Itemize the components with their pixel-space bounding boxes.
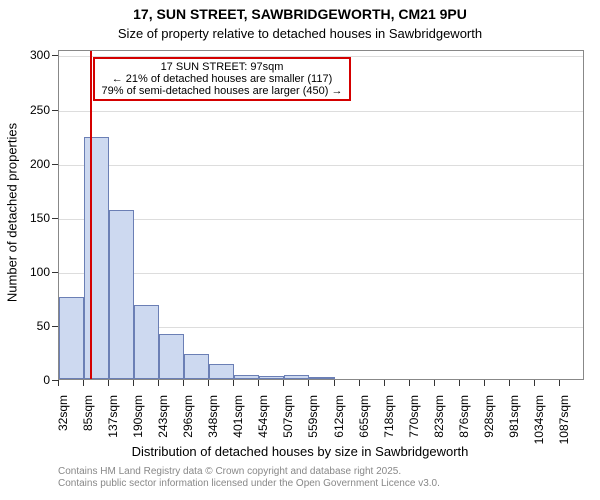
plot-area: 17 SUN STREET: 97sqm← 21% of detached ho… bbox=[58, 50, 584, 380]
property-marker-line bbox=[90, 51, 92, 379]
x-tick bbox=[108, 380, 109, 386]
x-tick bbox=[359, 380, 360, 386]
bar bbox=[209, 364, 234, 379]
gridline bbox=[59, 165, 583, 166]
y-tick-label: 200 bbox=[10, 157, 50, 171]
x-tick-label: 348sqm bbox=[206, 395, 220, 450]
x-tick-label: 981sqm bbox=[507, 395, 521, 450]
chart-title: 17, SUN STREET, SAWBRIDGEWORTH, CM21 9PU bbox=[0, 6, 600, 22]
x-tick bbox=[559, 380, 560, 386]
x-tick bbox=[258, 380, 259, 386]
x-tick-label: 1034sqm bbox=[532, 395, 546, 450]
x-tick-label: 85sqm bbox=[81, 395, 95, 450]
x-tick bbox=[58, 380, 59, 386]
x-tick-label: 190sqm bbox=[131, 395, 145, 450]
footer-line1: Contains HM Land Registry data © Crown c… bbox=[58, 466, 440, 478]
x-tick-label: 137sqm bbox=[106, 395, 120, 450]
x-tick-label: 32sqm bbox=[56, 395, 70, 450]
bar bbox=[59, 297, 84, 379]
x-tick-label: 454sqm bbox=[256, 395, 270, 450]
x-tick bbox=[459, 380, 460, 386]
bar bbox=[159, 334, 184, 379]
annotation-box: 17 SUN STREET: 97sqm← 21% of detached ho… bbox=[93, 57, 351, 101]
y-tick-label: 150 bbox=[10, 211, 50, 225]
x-tick bbox=[308, 380, 309, 386]
x-tick-label: 507sqm bbox=[281, 395, 295, 450]
x-tick-label: 296sqm bbox=[181, 395, 195, 450]
bar bbox=[259, 376, 284, 379]
x-tick bbox=[208, 380, 209, 386]
x-tick-label: 612sqm bbox=[332, 395, 346, 450]
bar bbox=[184, 354, 209, 379]
y-tick bbox=[52, 218, 58, 219]
x-tick bbox=[283, 380, 284, 386]
x-tick-label: 665sqm bbox=[357, 395, 371, 450]
x-tick bbox=[183, 380, 184, 386]
annotation-line: ← 21% of detached houses are smaller (11… bbox=[99, 73, 345, 85]
gridline bbox=[59, 111, 583, 112]
annotation-line: 79% of semi-detached houses are larger (… bbox=[99, 85, 345, 97]
x-tick-label: 823sqm bbox=[432, 395, 446, 450]
y-tick bbox=[52, 110, 58, 111]
x-tick-label: 770sqm bbox=[407, 395, 421, 450]
x-tick-label: 928sqm bbox=[482, 395, 496, 450]
y-tick bbox=[52, 164, 58, 165]
y-tick-label: 0 bbox=[10, 373, 50, 387]
x-tick bbox=[83, 380, 84, 386]
gridline bbox=[59, 219, 583, 220]
x-tick bbox=[534, 380, 535, 386]
x-tick bbox=[233, 380, 234, 386]
x-tick-label: 559sqm bbox=[306, 395, 320, 450]
x-tick bbox=[434, 380, 435, 386]
x-tick-label: 718sqm bbox=[382, 395, 396, 450]
x-tick bbox=[384, 380, 385, 386]
x-tick bbox=[334, 380, 335, 386]
bar bbox=[84, 137, 109, 379]
x-tick bbox=[133, 380, 134, 386]
bar bbox=[284, 375, 309, 379]
x-tick-label: 876sqm bbox=[457, 395, 471, 450]
y-tick-label: 100 bbox=[10, 265, 50, 279]
bar bbox=[134, 305, 159, 379]
bar bbox=[109, 210, 134, 379]
y-tick-label: 50 bbox=[10, 319, 50, 333]
chart-footer: Contains HM Land Registry data © Crown c… bbox=[58, 466, 440, 490]
y-tick bbox=[52, 272, 58, 273]
x-tick-label: 401sqm bbox=[231, 395, 245, 450]
x-tick bbox=[409, 380, 410, 386]
y-tick-label: 300 bbox=[10, 48, 50, 62]
bar bbox=[309, 377, 334, 379]
x-tick bbox=[509, 380, 510, 386]
y-tick bbox=[52, 326, 58, 327]
x-tick-label: 1087sqm bbox=[557, 395, 571, 450]
x-tick bbox=[158, 380, 159, 386]
x-tick bbox=[484, 380, 485, 386]
gridline bbox=[59, 273, 583, 274]
y-tick bbox=[52, 55, 58, 56]
chart-subtitle: Size of property relative to detached ho… bbox=[0, 26, 600, 41]
x-tick-label: 243sqm bbox=[156, 395, 170, 450]
bar bbox=[234, 375, 259, 379]
y-tick-label: 250 bbox=[10, 103, 50, 117]
footer-line2: Contains public sector information licen… bbox=[58, 478, 440, 490]
annotation-line: 17 SUN STREET: 97sqm bbox=[99, 61, 345, 73]
